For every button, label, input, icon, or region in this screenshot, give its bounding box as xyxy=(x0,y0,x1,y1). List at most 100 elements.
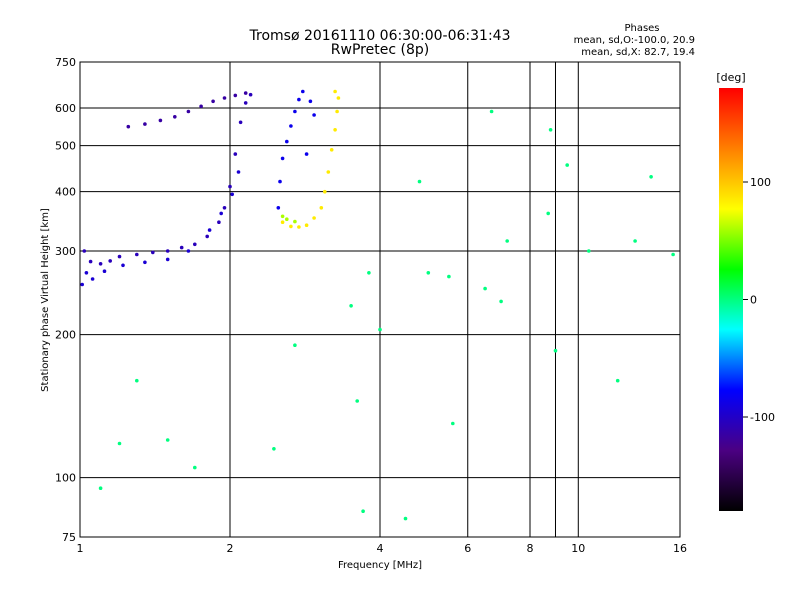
stats-heading: Phases xyxy=(624,23,659,34)
data-point xyxy=(90,277,95,281)
data-point xyxy=(102,269,107,274)
data-point xyxy=(151,250,155,255)
data-point xyxy=(333,128,337,132)
y-tick-label: 600 xyxy=(55,102,76,115)
y-tick-label: 100 xyxy=(55,472,76,485)
data-point xyxy=(489,109,494,114)
x-axis-label: Frequency [MHz] xyxy=(338,560,422,571)
data-point xyxy=(361,509,365,513)
data-point xyxy=(84,271,89,275)
data-point xyxy=(304,152,309,156)
data-point xyxy=(367,271,371,275)
data-point xyxy=(297,225,301,229)
data-point xyxy=(98,262,103,266)
grid-lines xyxy=(80,62,680,537)
data-point xyxy=(553,348,558,353)
data-point xyxy=(293,343,297,348)
data-point xyxy=(378,327,382,332)
data-point xyxy=(230,192,234,197)
x-tick-label: 8 xyxy=(527,542,534,555)
data-point xyxy=(426,271,431,275)
data-point xyxy=(165,257,170,262)
data-point xyxy=(165,249,170,253)
data-point xyxy=(335,109,339,114)
data-point xyxy=(222,206,227,210)
stats-line-o: mean, sd,O:-100.0, 20.9 xyxy=(574,35,695,46)
x-tick-labels: 1 2 4 6 8 10 16 xyxy=(77,542,688,555)
data-point xyxy=(228,184,232,189)
colorbar-unit: [deg] xyxy=(716,71,745,84)
data-point xyxy=(349,304,353,308)
data-point xyxy=(243,101,248,105)
data-point xyxy=(280,220,285,224)
data-point xyxy=(312,113,316,117)
y-tick-label: 750 xyxy=(55,56,76,69)
data-point xyxy=(272,447,276,451)
chart-title: Tromsø 20161110 06:30:00-06:31:43 xyxy=(249,28,511,44)
data-point xyxy=(98,486,103,491)
data-point xyxy=(108,259,112,263)
data-point xyxy=(297,97,301,102)
x-tick-label: 6 xyxy=(464,542,471,555)
data-point xyxy=(117,254,122,259)
data-point xyxy=(143,260,147,265)
data-point xyxy=(80,282,84,287)
data-point xyxy=(403,516,408,521)
data-point xyxy=(447,274,451,279)
data-point xyxy=(280,156,285,161)
data-point xyxy=(304,223,309,227)
data-point xyxy=(193,242,197,247)
data-point xyxy=(505,239,510,243)
colorbar-tick-label: -100 xyxy=(750,411,775,424)
colorbar-tick-label: 100 xyxy=(750,176,771,189)
data-point xyxy=(417,179,422,184)
data-point xyxy=(289,124,293,128)
data-point xyxy=(126,124,131,129)
data-point xyxy=(211,99,215,104)
data-point xyxy=(165,438,170,442)
data-point xyxy=(121,263,125,268)
x-tick-label: 16 xyxy=(673,542,687,555)
y-tick-labels: 75 100 200 300 400 500 600 750 xyxy=(55,56,76,544)
data-point xyxy=(301,89,305,94)
data-point xyxy=(336,96,341,100)
data-point xyxy=(323,189,327,194)
data-point xyxy=(319,206,324,210)
data-point xyxy=(285,217,289,221)
data-point xyxy=(205,234,209,239)
data-point xyxy=(135,378,139,383)
data-point xyxy=(236,170,241,174)
stats-line-x: mean, sd,X: 82.7, 19.4 xyxy=(581,47,695,58)
colorbar-tick-label: 0 xyxy=(750,294,757,307)
y-tick-label: 75 xyxy=(62,531,76,544)
data-point xyxy=(293,109,297,114)
data-point xyxy=(285,139,289,144)
data-point xyxy=(548,128,553,132)
data-point xyxy=(326,170,331,174)
x-tick-label: 10 xyxy=(571,542,585,555)
data-point xyxy=(615,378,620,383)
data-point xyxy=(671,252,675,257)
x-tick-label: 1 xyxy=(77,542,84,555)
data-point xyxy=(88,259,93,264)
data-point xyxy=(633,239,637,243)
data-point xyxy=(280,214,285,219)
colorbar xyxy=(719,88,743,511)
data-point xyxy=(233,152,238,156)
y-tick-label: 400 xyxy=(55,186,76,199)
data-point xyxy=(278,179,282,184)
y-axis-label: Stationary phase Virtual Height [km] xyxy=(40,208,51,392)
data-point xyxy=(143,122,147,126)
data-point xyxy=(207,228,212,232)
colorbar-ticks: 100 0 -100 xyxy=(743,176,775,424)
data-point xyxy=(238,120,243,125)
data-point xyxy=(217,220,221,224)
data-point xyxy=(483,286,487,291)
data-point xyxy=(222,96,227,100)
data-point xyxy=(193,465,197,470)
y-tick-label: 500 xyxy=(55,140,76,153)
data-point xyxy=(276,206,281,210)
data-point xyxy=(308,99,313,104)
data-point xyxy=(243,91,248,95)
